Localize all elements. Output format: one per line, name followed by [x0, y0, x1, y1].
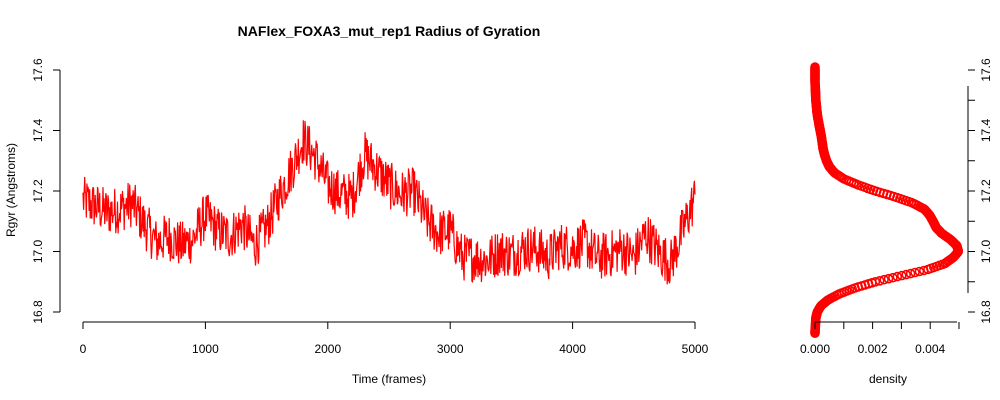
x-axis-title: Time (frames) [352, 372, 426, 386]
density-x-axis-ticks: 0.000 0.002 0.004 [800, 322, 960, 356]
density-points [810, 62, 964, 339]
series-line-rgyr [82, 120, 696, 285]
x-tick-label: 1000 [192, 342, 219, 356]
y-tick-label: 16.8 [31, 300, 45, 324]
density-y-tick-label: 16.8 [979, 300, 993, 324]
x-tick-label: 3000 [437, 342, 464, 356]
density-point [905, 268, 916, 279]
x-axis-ticks: 0 1000 2000 3000 4000 5000 [80, 322, 709, 356]
density-y-tick-label: 17.2 [979, 179, 993, 203]
density-y-axis-ticks: 16.8 17.0 17.2 17.4 17.6 [968, 58, 993, 324]
y-axis-title: Rgyr (Angstroms) [4, 143, 18, 237]
density-point [914, 266, 925, 277]
density-point [883, 273, 894, 284]
density-panel: 0.000 0.002 0.004 16.8 17.0 17.2 17.4 17.6 den… [800, 58, 993, 386]
density-point [874, 275, 885, 286]
y-tick-label: 17.2 [31, 179, 45, 203]
density-y-tick-label: 17.0 [979, 239, 993, 263]
y-tick-label: 17.4 [31, 118, 45, 142]
density-y-tick-label: 17.6 [979, 58, 993, 82]
x-tick-label: 0 [80, 342, 87, 356]
density-x-tick-label: 0.004 [915, 342, 945, 356]
density-y-tick-label: 17.4 [979, 118, 993, 142]
density-point [901, 269, 912, 280]
density-point [892, 271, 903, 282]
time-series-panel: 0 1000 2000 3000 4000 5000 16.8 17.0 17.2 17.4 17… [4, 58, 709, 386]
density-point [810, 62, 820, 72]
density-x-axis-title: density [869, 372, 907, 386]
density-x-tick-label: 0.000 [800, 342, 830, 356]
y-tick-label: 17.0 [31, 239, 45, 263]
x-tick-label: 2000 [314, 342, 341, 356]
x-tick-label: 5000 [682, 342, 709, 356]
density-x-tick-label: 0.002 [858, 342, 888, 356]
y-axis-ticks: 16.8 17.0 17.2 17.4 17.6 [31, 58, 60, 324]
density-point [879, 274, 889, 285]
chart-title: NAFlex_FOXA3_mut_rep1 Radius of Gyration [238, 23, 541, 39]
x-tick-label: 4000 [559, 342, 586, 356]
density-point [896, 270, 907, 281]
density-point [888, 272, 898, 283]
density-point [910, 267, 920, 278]
y-tick-label: 17.6 [31, 58, 45, 82]
density-point [870, 276, 881, 287]
